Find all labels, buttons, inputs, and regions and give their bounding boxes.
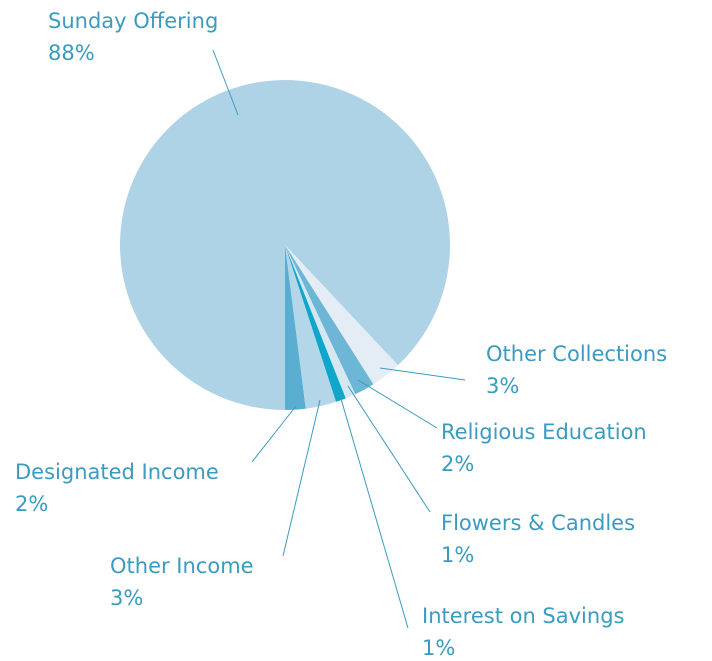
slice-label: Other Income [110, 554, 254, 578]
leader-line [379, 367, 466, 381]
slice-label: Designated Income [15, 460, 219, 484]
leader-line [347, 385, 431, 513]
slice-label: Sunday Offering [48, 9, 218, 33]
pie-slice [285, 245, 346, 402]
pie-slice [119, 80, 450, 410]
leader-line [282, 399, 321, 557]
slice-label: Religious Education [441, 420, 647, 444]
leader-line [338, 391, 409, 629]
pie-slice [285, 245, 374, 395]
value-label: 2% [15, 492, 48, 516]
leader-line [357, 379, 438, 429]
leader-line [212, 49, 239, 116]
value-label: 3% [486, 374, 519, 398]
slice-label: Flowers & Candles [441, 511, 635, 535]
value-label: 2% [441, 452, 474, 476]
value-label: 3% [110, 586, 143, 610]
pie-slice [285, 245, 356, 399]
pie-slice [285, 245, 398, 385]
slice-label: Interest on Savings [422, 604, 624, 628]
leader-line [251, 405, 297, 463]
pie-slice [285, 245, 306, 410]
slice-label: Other Collections [486, 342, 667, 366]
value-label: 1% [441, 543, 474, 567]
value-label: 1% [422, 636, 455, 660]
value-label: 88% [48, 41, 95, 65]
pie-slice [285, 245, 336, 409]
